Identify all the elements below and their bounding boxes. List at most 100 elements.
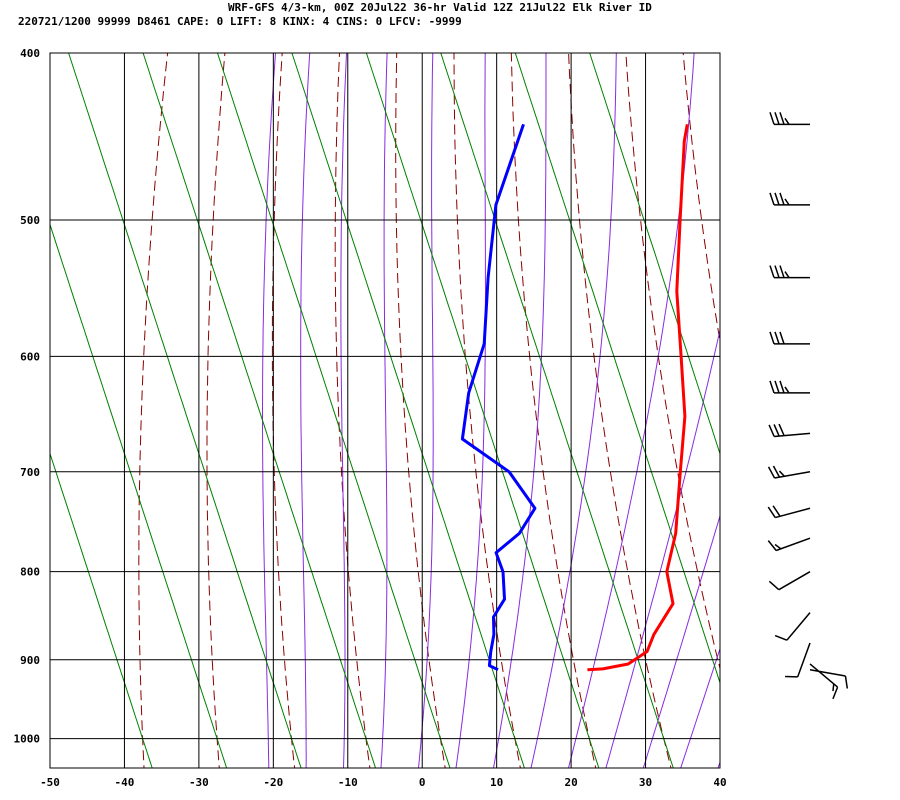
- wind-barb: [768, 571, 811, 591]
- temperature-profile-line: [587, 124, 689, 672]
- wind-barb-feather: [772, 505, 781, 517]
- axis-tick-labels: -50 -40 -30 -20 -10 0 10 20 30 40 400 500 600 700 800 9…: [14, 47, 727, 789]
- dry-adiabat-line: [568, 53, 672, 768]
- moist-adiabat-line: [340, 53, 348, 768]
- mixing-ratio-line: [514, 53, 720, 685]
- wind-barb-feather: [832, 683, 835, 692]
- mixing-ratio-line: [68, 53, 302, 768]
- dry-adiabat-line: [453, 53, 521, 768]
- wind-barb: [769, 331, 810, 345]
- dry-adiabat-line: [138, 53, 169, 768]
- dry-adiabat-line: [206, 53, 226, 768]
- pressure-temperature-grid: [49, 52, 721, 769]
- x-tick-label: 30: [639, 776, 652, 789]
- wind-barb: [785, 642, 811, 678]
- wind-barb-feather: [769, 380, 775, 394]
- mixing-ratio-line: [216, 53, 451, 768]
- wind-barb-feather: [774, 634, 788, 641]
- sounding-profiles: [460, 123, 689, 672]
- wind-barb-feather: [779, 331, 785, 345]
- y-tick-label: 500: [20, 214, 40, 227]
- wind-barb: [767, 465, 811, 479]
- y-tick-label: 400: [20, 47, 40, 60]
- moist-adiabat-line: [417, 53, 434, 768]
- wind-barb: [774, 612, 811, 641]
- x-tick-label: -10: [338, 776, 358, 789]
- dry-adiabat-line: [271, 53, 296, 768]
- wind-barb: [767, 537, 811, 552]
- wind-barb-staff: [775, 507, 811, 519]
- wind-barb-feather: [769, 331, 775, 345]
- dry-adiabat-line: [682, 53, 720, 344]
- wind-barb: [769, 112, 810, 126]
- x-tick-label: 40: [713, 776, 726, 789]
- moist-adiabat-line: [530, 53, 617, 768]
- wind-barbs: [767, 112, 849, 700]
- wind-barb-staff: [796, 642, 811, 678]
- wind-barb-staff: [786, 612, 811, 641]
- moist-adiabat-line: [300, 53, 311, 768]
- dry-adiabat-line: [849, 15, 900, 776]
- dry-adiabat-line: [395, 53, 446, 768]
- mixing-ratio-line: [291, 53, 525, 768]
- dry-adiabat-line: [510, 53, 597, 768]
- y-tick-label: 900: [20, 654, 40, 667]
- wind-barb-feather: [784, 198, 790, 206]
- x-tick-label: 0: [419, 776, 426, 789]
- wind-barb: [767, 505, 811, 519]
- wind-barb: [809, 663, 839, 700]
- dry-adiabat-line: [793, 15, 900, 776]
- wind-barb-staff: [775, 537, 811, 552]
- wind-barb-feather: [769, 265, 775, 278]
- wind-barb: [768, 423, 811, 438]
- mixing-ratio-line: [589, 53, 720, 456]
- wind-barb: [809, 668, 849, 689]
- moist-adiabat-line: [262, 53, 277, 768]
- wind-barb-feather: [767, 466, 776, 479]
- wind-barb-feather: [784, 386, 790, 394]
- wind-barb-feather: [774, 112, 780, 125]
- moist-adiabat-line: [680, 647, 720, 768]
- wind-barb-feather: [784, 117, 790, 125]
- wind-barb-feather: [784, 271, 790, 278]
- wind-barb-feather: [844, 675, 849, 689]
- wind-barb-feather: [773, 424, 780, 437]
- wind-barb-feather: [832, 686, 839, 700]
- mixing-ratio-line: [50, 223, 228, 768]
- moist-adiabat-line: [380, 53, 388, 768]
- wind-barb-feather: [774, 265, 780, 278]
- x-tick-label: -20: [263, 776, 283, 789]
- wind-barb-feather: [769, 112, 775, 125]
- y-tick-label: 800: [20, 566, 40, 579]
- wind-barb-staff: [774, 471, 811, 479]
- wind-barb-feather: [767, 506, 776, 518]
- wind-barb-feather: [768, 424, 775, 437]
- wind-barb-feather: [778, 423, 785, 436]
- background-lines: [50, 15, 900, 776]
- wind-barb-feather: [768, 580, 780, 591]
- wind-barb-feather: [778, 470, 785, 477]
- wind-barb-staff: [778, 571, 811, 591]
- chart-subtitle: 220721/1200 99999 D8461 CAPE: 0 LIFT: 8 …: [18, 15, 462, 28]
- moist-adiabat-line: [717, 760, 720, 768]
- wind-barb: [769, 380, 810, 394]
- moist-adiabat-line: [605, 327, 720, 768]
- mixing-ratio-line: [142, 53, 377, 768]
- wind-barb-feather: [779, 265, 785, 278]
- x-tick-label: 10: [490, 776, 503, 789]
- x-tick-label: 20: [564, 776, 577, 789]
- dry-adiabat-line: [736, 15, 899, 776]
- wind-barb-staff: [809, 668, 846, 677]
- wind-barb-feather: [774, 543, 782, 550]
- y-tick-label: 700: [20, 466, 40, 479]
- mixing-ratio-line: [50, 452, 153, 768]
- wind-barb: [769, 192, 810, 206]
- wind-barb-feather: [779, 112, 785, 125]
- moist-adiabat-line: [492, 53, 547, 768]
- wind-barb-feather: [769, 192, 775, 206]
- moist-adiabat-line: [642, 514, 720, 768]
- dewpoint-profile-line: [460, 123, 537, 672]
- wind-barb-feather: [779, 380, 785, 394]
- mixing-ratio-line: [365, 53, 600, 768]
